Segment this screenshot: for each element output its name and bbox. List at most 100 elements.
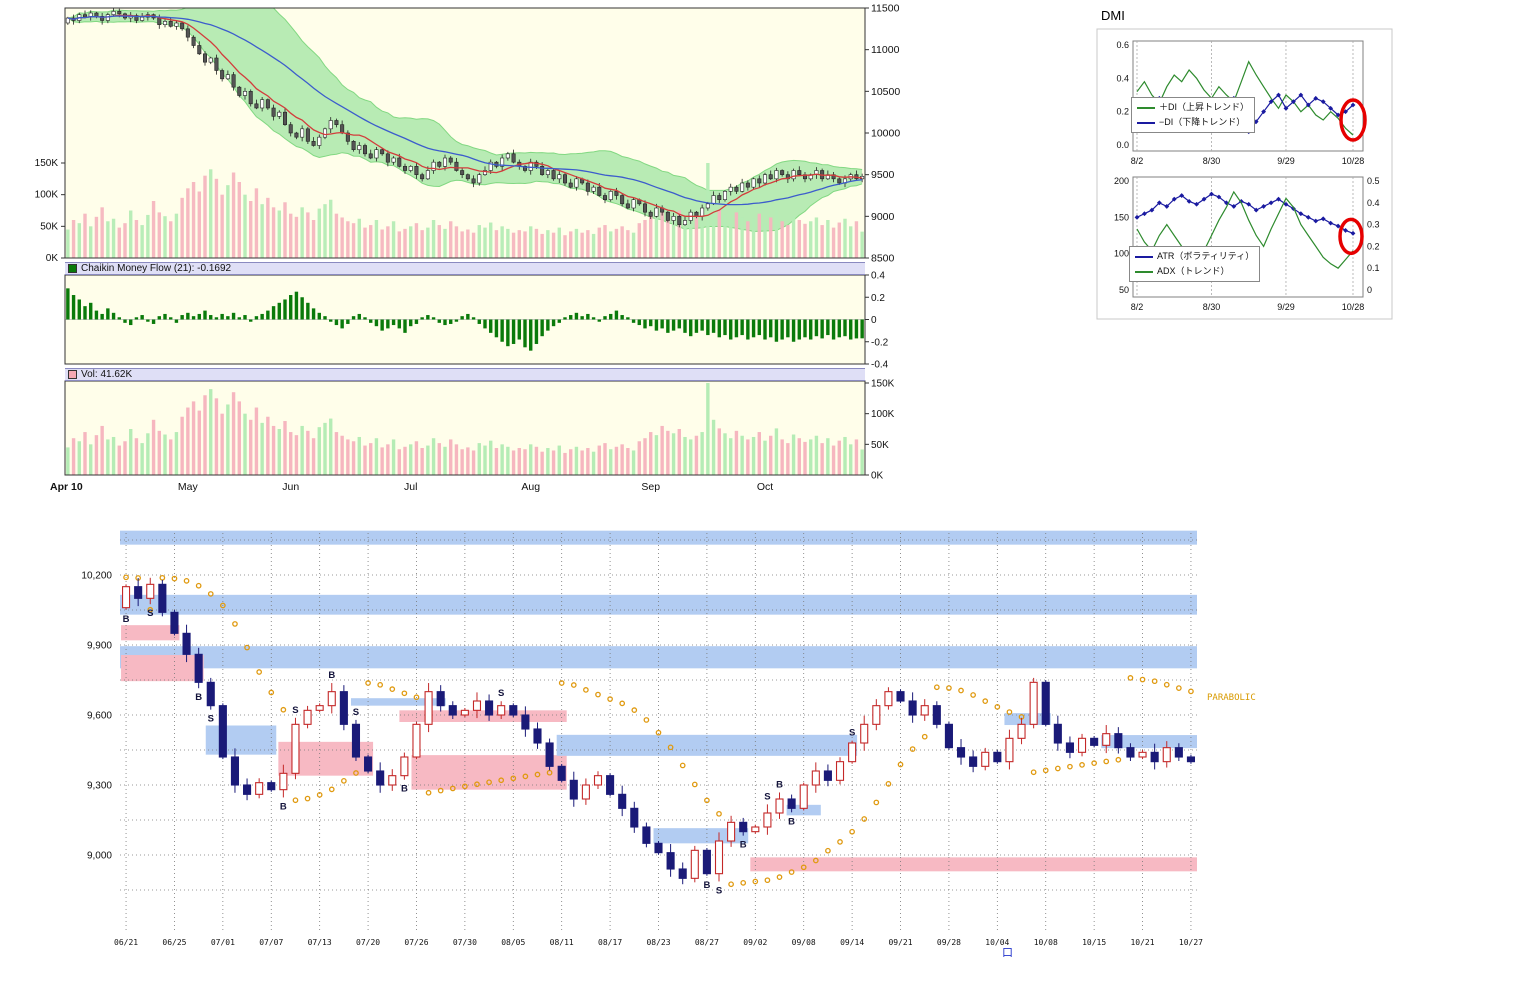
svg-text:0.1: 0.1 — [1367, 263, 1380, 273]
svg-text:8500: 8500 — [871, 253, 895, 265]
svg-text:07/26: 07/26 — [404, 938, 428, 947]
svg-text:100K: 100K — [35, 190, 59, 201]
svg-text:10/21: 10/21 — [1130, 938, 1154, 947]
svg-text:May: May — [178, 481, 199, 493]
svg-text:9,300: 9,300 — [87, 781, 112, 792]
atr-legend-row: ATR（ボラティリティ） — [1135, 249, 1254, 264]
svg-text:0.2: 0.2 — [1116, 107, 1129, 117]
volume-panel-header: Vol: 41.62K — [65, 368, 865, 381]
svg-text:07/01: 07/01 — [211, 938, 235, 947]
svg-text:0.3: 0.3 — [1367, 220, 1380, 230]
svg-text:0K: 0K — [871, 471, 884, 482]
plus-di-legend-label: ＋DI（上昇トレンド） — [1159, 102, 1250, 112]
svg-text:Jul: Jul — [404, 481, 417, 493]
svg-text:50K: 50K — [871, 440, 889, 451]
svg-text:06/25: 06/25 — [162, 938, 186, 947]
svg-text:9000: 9000 — [871, 211, 895, 223]
volume-series-swatch — [68, 370, 77, 379]
svg-text:B: B — [123, 614, 130, 625]
svg-text:8/2: 8/2 — [1131, 302, 1144, 312]
plus-di-legend-row: ＋DI（上昇トレンド） — [1137, 100, 1249, 115]
svg-text:08/05: 08/05 — [501, 938, 525, 947]
svg-text:11500: 11500 — [871, 3, 900, 15]
svg-text:0.2: 0.2 — [871, 293, 885, 304]
svg-text:0.2: 0.2 — [1367, 241, 1380, 251]
price-volume-chart-svg: 11500 11000 10500 10000 9500 9000 8500 150K 100K… — [35, 3, 901, 494]
svg-text:0.4: 0.4 — [871, 271, 885, 282]
minus-di-line-icon — [1137, 121, 1155, 124]
svg-text:07/07: 07/07 — [259, 938, 283, 947]
svg-text:S: S — [849, 728, 855, 739]
svg-text:08/23: 08/23 — [646, 938, 670, 947]
svg-text:B: B — [788, 816, 795, 827]
parabolic-series-label: PARABOLIC — [1207, 693, 1256, 703]
svg-text:11000: 11000 — [871, 44, 900, 56]
svg-text:10000: 10000 — [871, 128, 900, 140]
svg-text:09/14: 09/14 — [840, 938, 864, 947]
svg-text:8/30: 8/30 — [1203, 156, 1221, 166]
svg-text:Apr 10: Apr 10 — [50, 481, 83, 493]
svg-text:9,000: 9,000 — [87, 851, 112, 862]
svg-text:Aug: Aug — [521, 481, 540, 493]
cmf-series-swatch — [68, 264, 77, 273]
svg-text:0.6: 0.6 — [1116, 40, 1129, 50]
svg-text:10/28: 10/28 — [1342, 156, 1365, 166]
svg-text:100: 100 — [1114, 249, 1129, 259]
svg-text:100K: 100K — [871, 409, 895, 420]
svg-text:10/15: 10/15 — [1082, 938, 1106, 947]
svg-text:50K: 50K — [40, 221, 58, 232]
svg-text:Oct: Oct — [757, 481, 773, 493]
svg-text:B: B — [401, 784, 408, 795]
atr-line-icon — [1135, 255, 1153, 258]
svg-text:8/30: 8/30 — [1203, 302, 1221, 312]
bottom-glyph: 口 — [1002, 947, 1013, 959]
svg-text:09/21: 09/21 — [888, 938, 912, 947]
svg-text:9500: 9500 — [871, 169, 895, 181]
svg-text:150: 150 — [1114, 212, 1129, 222]
svg-text:9/29: 9/29 — [1277, 302, 1295, 312]
svg-text:150K: 150K — [35, 158, 59, 169]
svg-text:150K: 150K — [871, 379, 895, 390]
svg-text:10/28: 10/28 — [1342, 302, 1365, 312]
svg-text:09/02: 09/02 — [743, 938, 767, 947]
svg-text:07/30: 07/30 — [453, 938, 477, 947]
svg-text:08/27: 08/27 — [695, 938, 719, 947]
svg-text:-0.4: -0.4 — [871, 360, 889, 371]
dmi-di-legend: ＋DI（上昇トレンド） −DI（下降トレンド） — [1131, 97, 1256, 133]
cmf-panel-label: Chaikin Money Flow (21): -0.1692 — [81, 263, 232, 274]
svg-text:10,200: 10,200 — [81, 571, 112, 582]
svg-text:S: S — [764, 791, 770, 802]
svg-text:07/20: 07/20 — [356, 938, 380, 947]
minus-di-legend-row: −DI（下降トレンド） — [1137, 115, 1249, 130]
svg-text:B: B — [703, 880, 710, 891]
svg-text:0: 0 — [871, 315, 877, 326]
svg-text:10/27: 10/27 — [1179, 938, 1203, 947]
svg-text:B: B — [195, 692, 202, 703]
svg-text:B: B — [280, 801, 287, 812]
svg-text:50: 50 — [1119, 285, 1129, 295]
svg-text:S: S — [716, 885, 722, 896]
svg-text:200: 200 — [1114, 176, 1129, 186]
svg-text:S: S — [208, 714, 214, 725]
svg-text:B: B — [740, 840, 747, 851]
svg-text:S: S — [498, 688, 504, 699]
svg-text:S: S — [353, 707, 359, 718]
plus-di-line-icon — [1137, 106, 1155, 109]
svg-text:S: S — [292, 705, 298, 716]
svg-text:B: B — [776, 779, 783, 790]
adx-legend-label: ADX（トレンド） — [1157, 266, 1230, 276]
svg-text:-0.2: -0.2 — [871, 337, 889, 348]
svg-text:0.4: 0.4 — [1116, 73, 1129, 83]
svg-text:9,900: 9,900 — [87, 641, 112, 652]
minus-di-legend-label: −DI（下降トレンド） — [1159, 117, 1246, 127]
adx-line-icon — [1135, 270, 1153, 273]
svg-text:09/08: 09/08 — [792, 938, 816, 947]
svg-text:9,600: 9,600 — [87, 711, 112, 722]
atr-adx-legend: ATR（ボラティリティ） ADX（トレンド） — [1129, 246, 1261, 282]
svg-text:0: 0 — [1367, 285, 1372, 295]
svg-text:08/11: 08/11 — [550, 938, 574, 947]
atr-legend-label: ATR（ボラティリティ） — [1157, 251, 1255, 261]
adx-legend-row: ADX（トレンド） — [1135, 264, 1254, 279]
svg-text:Sep: Sep — [641, 481, 660, 493]
